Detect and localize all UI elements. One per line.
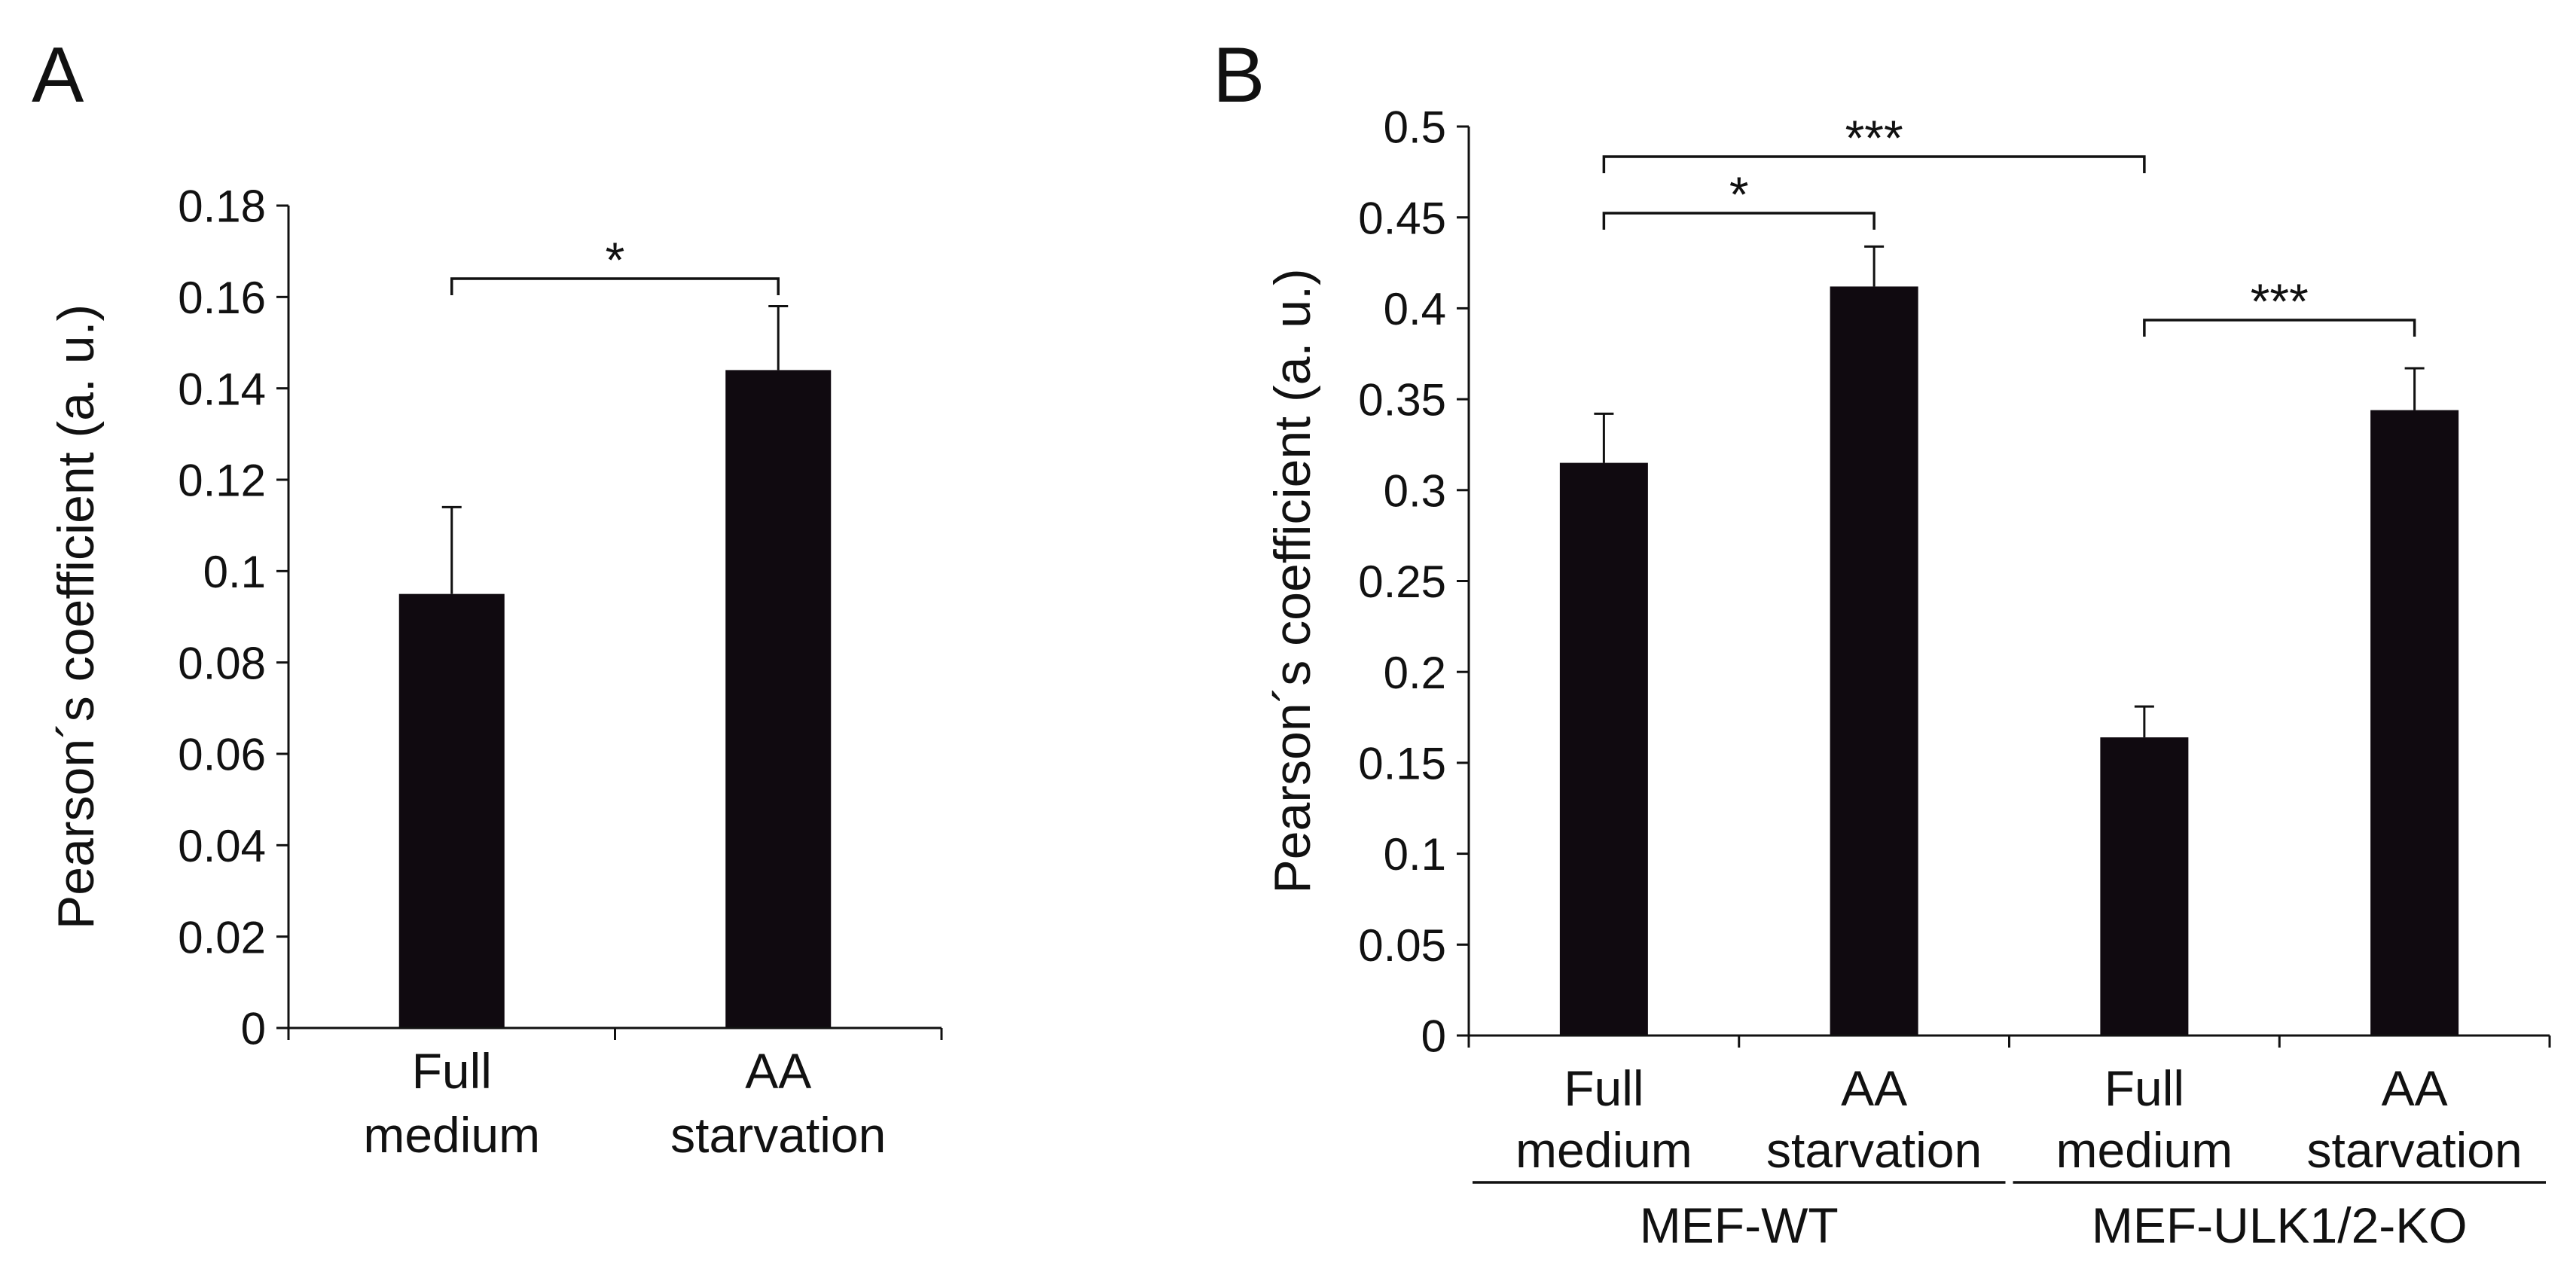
y-tick-label: 0.08 [178, 638, 266, 688]
category-label-line1: Full [2104, 1060, 2184, 1116]
category-label-line1: Full [412, 1043, 492, 1099]
bar-0 [398, 593, 505, 1028]
bar-0 [1559, 462, 1648, 1036]
y-tick-label: 0.4 [1384, 284, 1446, 334]
y-tick-label: 0.04 [178, 821, 266, 871]
category-label-line1: AA [745, 1043, 811, 1099]
panel-a-categories: Full medium AA starvation [363, 1043, 886, 1163]
y-tick-label: 0.1 [1384, 829, 1446, 880]
category-label-line1: Full [1564, 1060, 1644, 1116]
panel-b-y-axis-label: Pearson´s coefficient (a. u.) [1264, 268, 1321, 893]
panel-a-axes [287, 206, 943, 1040]
category-label-line2: starvation [1766, 1122, 1982, 1178]
panel-b-label: B [1213, 32, 1265, 119]
significance-bracket [1602, 155, 2146, 173]
bar-1 [1830, 286, 1918, 1036]
panel-a-y-ticks: 0 0.02 0.04 0.06 0.08 0.1 0.12 0.14 0.16 0.18 [178, 181, 288, 1054]
y-tick-label: 0.45 [1358, 193, 1446, 243]
significance-bracket [2143, 319, 2416, 337]
category-label-line2: medium [1515, 1122, 1692, 1178]
panel-b-bars [1559, 245, 2459, 1036]
category-label-line2: starvation [2307, 1122, 2523, 1178]
y-tick-label: 0.35 [1358, 375, 1446, 426]
y-tick-label: 0.15 [1358, 739, 1446, 789]
y-tick-label: 0.18 [178, 181, 266, 232]
panel-b-groups: MEF-WT MEF-ULK1/2-KO [1473, 1181, 2546, 1253]
category-label-line2: starvation [670, 1107, 886, 1163]
significance-label: * [606, 232, 625, 288]
panel-a-label: A [32, 32, 84, 119]
category-label-line1: AA [2382, 1060, 2448, 1116]
panel-a-significance: * [450, 232, 780, 295]
significance-label: * [1729, 166, 1749, 222]
y-tick-label: 0.25 [1358, 557, 1446, 607]
panel-a: A Pearson´s coefficient (a. u.) 0 0.02 0.0… [32, 32, 943, 1163]
category-label-line2: medium [2056, 1122, 2233, 1178]
y-tick-label: 0.12 [178, 456, 266, 506]
y-tick-label: 0.5 [1384, 102, 1446, 153]
panel-b-categories: Full medium AA starvation Full medium AA starva… [1515, 1060, 2523, 1178]
panel-b: B Pearson´s coefficient (a. u.) 0 0.05 0.1… [1213, 32, 2551, 1253]
panel-a-bars [398, 304, 832, 1028]
bar-2 [2100, 737, 2189, 1036]
y-tick-label: 0.16 [178, 273, 266, 323]
y-tick-label: 0 [1421, 1011, 1446, 1062]
significance-bracket [450, 277, 780, 295]
category-label-line1: AA [1841, 1060, 1907, 1116]
significance-label: *** [1845, 110, 1903, 166]
group-label: MEF-ULK1/2-KO [2092, 1197, 2468, 1253]
panel-b-axes [1467, 127, 2551, 1048]
y-tick-label: 0.06 [178, 730, 266, 780]
bar-1 [725, 370, 832, 1028]
group-label: MEF-WT [1640, 1197, 1839, 1253]
y-tick-label: 0.2 [1384, 648, 1446, 698]
panel-b-y-ticks: 0 0.05 0.1 0.15 0.2 0.25 0.3 0.35 0.4 0.45 0.5 [1358, 102, 1469, 1062]
significance-label: *** [2251, 273, 2309, 329]
y-tick-label: 0.14 [178, 364, 266, 414]
y-tick-label: 0.02 [178, 912, 266, 962]
panel-a-y-axis-label: Pearson´s coefficient (a. u.) [47, 304, 105, 929]
panel-b-significance: ******* [1602, 110, 2416, 337]
y-tick-label: 0.3 [1384, 465, 1446, 516]
y-tick-label: 0.1 [203, 547, 266, 597]
significance-bracket [1602, 212, 1876, 230]
category-label-line2: medium [363, 1107, 540, 1163]
y-tick-label: 0.05 [1358, 920, 1446, 971]
bar-3 [2370, 410, 2459, 1036]
y-tick-label: 0 [241, 1004, 266, 1054]
